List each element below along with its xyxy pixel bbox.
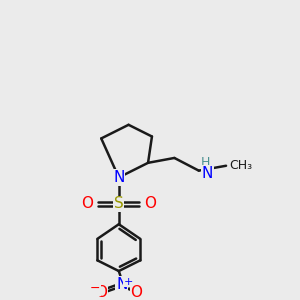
Text: O: O <box>144 196 156 211</box>
Text: CH₃: CH₃ <box>229 159 252 172</box>
Text: N: N <box>116 277 128 292</box>
Text: N: N <box>202 166 213 181</box>
Text: S: S <box>114 196 124 211</box>
Text: O: O <box>130 285 142 300</box>
Text: −: − <box>90 282 101 295</box>
Text: O: O <box>82 196 94 211</box>
Text: +: + <box>124 277 133 287</box>
Text: N: N <box>113 170 124 185</box>
Text: H: H <box>201 156 210 169</box>
Text: O: O <box>95 285 107 300</box>
